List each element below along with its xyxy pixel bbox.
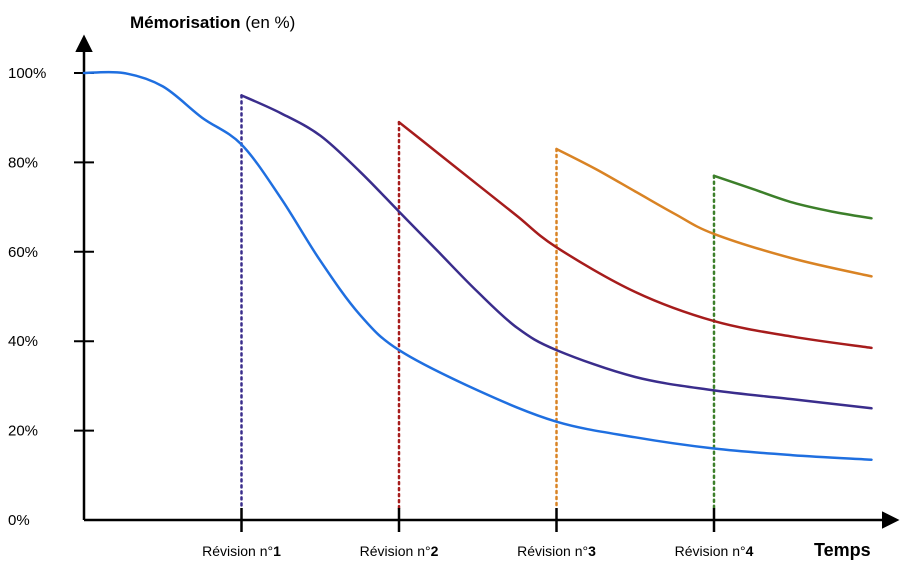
y-ticks: 0% 20% 40% 60% 80% 100%: [8, 65, 94, 529]
series-line-2: [240, 94, 873, 410]
y-tick-label: 100%: [8, 65, 46, 82]
series-line-5: [712, 174, 873, 220]
revision-label-number: 1: [273, 543, 281, 559]
chart-title-main: Mémorisation: [130, 13, 241, 32]
chart-title-unit: (en %): [241, 13, 296, 32]
revision-label-prefix: Révision n°: [675, 543, 746, 559]
revision-label-number: 4: [746, 543, 754, 559]
revision-label-number: 3: [588, 543, 596, 559]
series-line-4: [555, 147, 873, 278]
x-axis-label: Temps: [814, 540, 871, 560]
revision-4-label: Révision n°4: [675, 543, 754, 559]
y-tick-label: 60%: [8, 244, 38, 261]
series-group: [82, 70, 873, 461]
y-tick-label: 80%: [8, 154, 38, 171]
revision-label-prefix: Révision n°: [202, 543, 273, 559]
revision-1-label: Révision n°1: [202, 543, 281, 559]
revision-3-label: Révision n°3: [517, 543, 596, 559]
revision-2-label: Révision n°2: [360, 543, 439, 559]
chart-title: Mémorisation (en %): [130, 13, 295, 32]
revision-label-prefix: Révision n°: [517, 543, 588, 559]
revision-label-prefix: Révision n°: [360, 543, 431, 559]
series-line-1: [82, 70, 873, 461]
y-tick-label: 40%: [8, 333, 38, 350]
y-tick-label: 0%: [8, 512, 30, 529]
x-ticks: Révision n°1 Révision n°2 Révision n°3 Révi…: [202, 508, 754, 559]
y-tick-label: 20%: [8, 423, 38, 440]
series-line-3: [397, 120, 873, 350]
revision-markers: [240, 94, 716, 510]
revision-label-number: 2: [431, 543, 439, 559]
